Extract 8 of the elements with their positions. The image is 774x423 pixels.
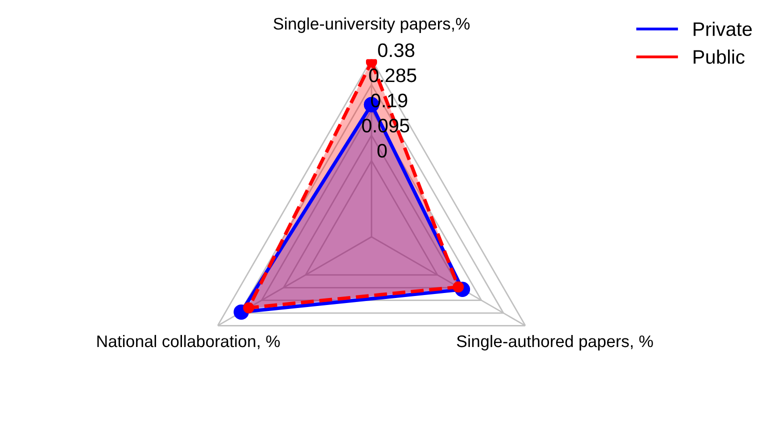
y-tick-label: 0.38 bbox=[378, 43, 414, 58]
legend-label: Private bbox=[694, 22, 752, 36]
spoke-label: National collaboration, % bbox=[97, 334, 280, 350]
legend-label: Public bbox=[694, 50, 745, 64]
spoke-label: Single-authored papers, % bbox=[456, 334, 653, 350]
y-tick-label: 0 bbox=[377, 144, 387, 158]
spoke-label: Single-university papers,% bbox=[274, 17, 470, 33]
y-tick-label: 0.285 bbox=[369, 68, 416, 82]
